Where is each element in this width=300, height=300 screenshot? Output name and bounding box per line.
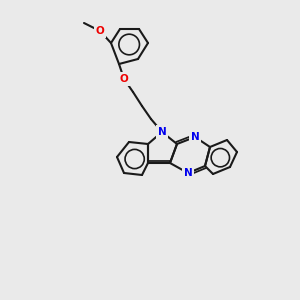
Text: N: N xyxy=(184,168,192,178)
Text: N: N xyxy=(190,132,200,142)
Text: N: N xyxy=(158,127,166,137)
Text: O: O xyxy=(120,74,128,84)
Text: O: O xyxy=(96,26,104,36)
